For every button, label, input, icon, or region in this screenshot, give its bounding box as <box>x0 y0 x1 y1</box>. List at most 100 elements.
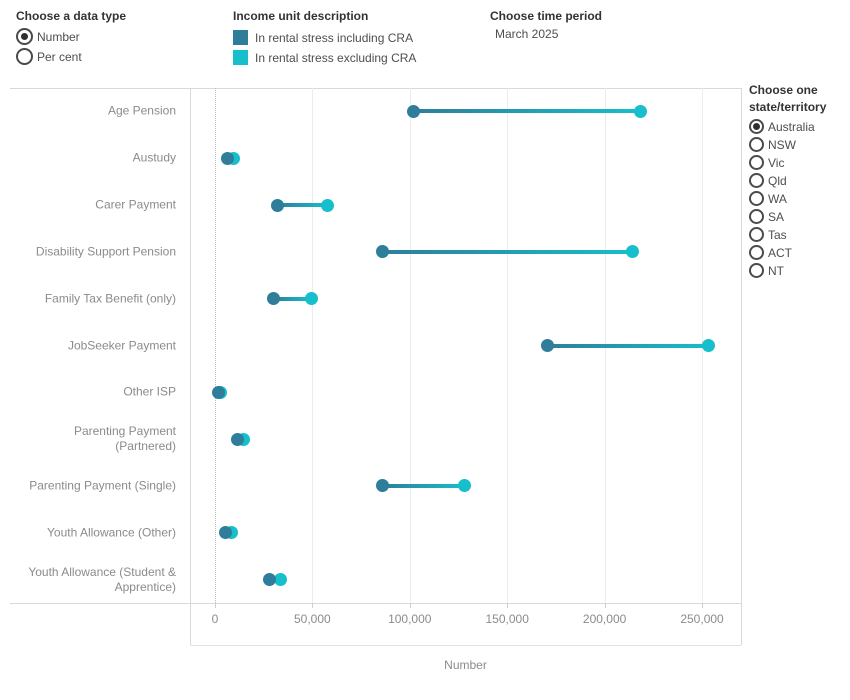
radio-label: Per cent <box>37 49 82 64</box>
radio-selected-icon <box>16 28 33 45</box>
mark-including-cra[interactable] <box>221 151 235 165</box>
mark-including-cra[interactable] <box>266 292 280 306</box>
mark-including-cra[interactable] <box>375 245 389 259</box>
legend-swatch-icon <box>233 50 248 65</box>
radio-option-act[interactable]: ACT <box>749 245 845 260</box>
x-tick <box>702 603 704 608</box>
mark-including-cra[interactable] <box>270 198 284 212</box>
dumbbell-line <box>382 249 633 254</box>
state-control: Choose one state/territory Australia NSW V… <box>749 82 845 278</box>
category-label: JobSeeker Payment <box>67 338 176 352</box>
legend-swatch-icon <box>233 30 248 45</box>
mark-excluding-cra[interactable] <box>457 479 471 493</box>
mark-excluding-cra[interactable] <box>304 292 318 306</box>
x-axis-title: Number <box>444 658 487 672</box>
time-period-control: Choose time period March 2025 <box>490 8 602 41</box>
dumbbell-line <box>413 109 641 114</box>
mark-including-cra[interactable] <box>540 339 554 352</box>
radio-label: Tas <box>768 227 787 242</box>
mark-including-cra[interactable] <box>407 104 421 118</box>
category-label: Family Tax Benefit (only) <box>44 291 176 306</box>
mark-excluding-cra[interactable] <box>634 104 648 118</box>
x-gridline <box>409 88 411 603</box>
radio-icon <box>16 48 33 65</box>
x-tick-label: 50,000 <box>293 612 331 626</box>
x-tick <box>507 603 509 608</box>
radio-option-nsw[interactable]: NSW <box>749 137 845 152</box>
radio-option-sa[interactable]: SA <box>749 209 845 224</box>
legend-item[interactable]: In rental stress excluding CRA <box>233 50 416 65</box>
radio-option-per-cent[interactable]: Per cent <box>16 48 126 65</box>
mark-excluding-cra[interactable] <box>321 198 335 212</box>
state-title: Choose one state/territory <box>749 83 827 114</box>
category-label: Youth Allowance (Student & Apprentice) <box>28 564 176 594</box>
mark-excluding-cra[interactable] <box>273 573 287 587</box>
radio-option-wa[interactable]: WA <box>749 191 845 206</box>
mark-including-cra[interactable] <box>230 432 244 446</box>
radio-icon <box>749 245 764 260</box>
x-tick-label: 250,000 <box>680 612 724 626</box>
time-period-title: Choose time period <box>490 9 603 23</box>
radio-option-number[interactable]: Number <box>16 28 126 45</box>
zero-gridline <box>214 88 216 603</box>
category-label: Other ISP <box>123 384 176 399</box>
state-options: Australia NSW Vic Qld WA SA Tas ACT NT <box>749 119 845 278</box>
mark-including-cra[interactable] <box>375 479 389 493</box>
category-label: Austudy <box>132 150 176 165</box>
radio-icon <box>749 227 764 242</box>
x-tick <box>604 603 606 608</box>
x-axis: 0 50,000 100,000 150,000 200,000 250,000 <box>190 603 741 643</box>
dumbbell-line <box>382 483 465 488</box>
mark-including-cra[interactable] <box>212 385 226 399</box>
data-type-title: Choose a data type <box>16 9 127 23</box>
x-gridline <box>507 88 509 603</box>
legend-item[interactable]: In rental stress including CRA <box>233 30 416 45</box>
dumbbell-line <box>273 296 312 301</box>
plot-area <box>190 88 741 603</box>
dumbbell-line <box>547 343 709 348</box>
legend-label: In rental stress excluding CRA <box>255 50 417 65</box>
radio-icon <box>749 191 764 206</box>
category-axis: Age Pension Austudy Carer Payment Disabilit… <box>10 88 183 603</box>
radio-option-australia[interactable]: Australia <box>749 119 845 134</box>
x-gridline <box>312 88 314 603</box>
category-label: Carer Payment <box>95 197 176 212</box>
mark-including-cra[interactable] <box>219 526 233 540</box>
x-tick <box>409 603 411 608</box>
axis-strip-border <box>190 645 741 646</box>
data-type-control: Choose a data type Number Per cent <box>16 8 126 65</box>
radio-label: Vic <box>768 155 785 170</box>
category-label: Parenting Payment (Partnered) <box>73 424 176 454</box>
legend-control: Income unit description In rental stress… <box>233 8 416 65</box>
radio-option-nt[interactable]: NT <box>749 263 845 278</box>
category-label: Parenting Payment (Single) <box>29 478 176 493</box>
category-label: Youth Allowance (Other) <box>47 525 176 540</box>
radio-icon <box>749 263 764 278</box>
x-tick <box>312 603 314 608</box>
mark-excluding-cra[interactable] <box>626 245 640 259</box>
plot-bottom-border <box>10 603 741 604</box>
radio-icon <box>749 137 764 152</box>
radio-option-tas[interactable]: Tas <box>749 227 845 242</box>
radio-label: SA <box>768 209 785 224</box>
radio-option-qld[interactable]: Qld <box>749 173 845 188</box>
radio-label: NSW <box>768 137 796 152</box>
category-label: Disability Support Pension <box>35 244 176 259</box>
axis-divider <box>190 88 191 645</box>
category-label: Age Pension <box>107 103 176 118</box>
radio-selected-icon <box>749 119 764 134</box>
x-tick <box>214 603 216 608</box>
x-tick-label: 100,000 <box>388 612 432 626</box>
panel-right-border <box>741 88 742 645</box>
mark-excluding-cra[interactable] <box>702 339 716 352</box>
radio-label: Number <box>37 29 80 44</box>
radio-icon <box>749 155 764 170</box>
mark-including-cra[interactable] <box>262 573 276 587</box>
data-type-options: Number Per cent <box>16 28 126 65</box>
radio-label: NT <box>768 263 784 278</box>
time-period-value: March 2025 <box>495 27 559 41</box>
radio-label: Qld <box>768 173 787 188</box>
radio-option-vic[interactable]: Vic <box>749 155 845 170</box>
radio-icon <box>749 173 764 188</box>
panel-top-border <box>10 88 741 89</box>
